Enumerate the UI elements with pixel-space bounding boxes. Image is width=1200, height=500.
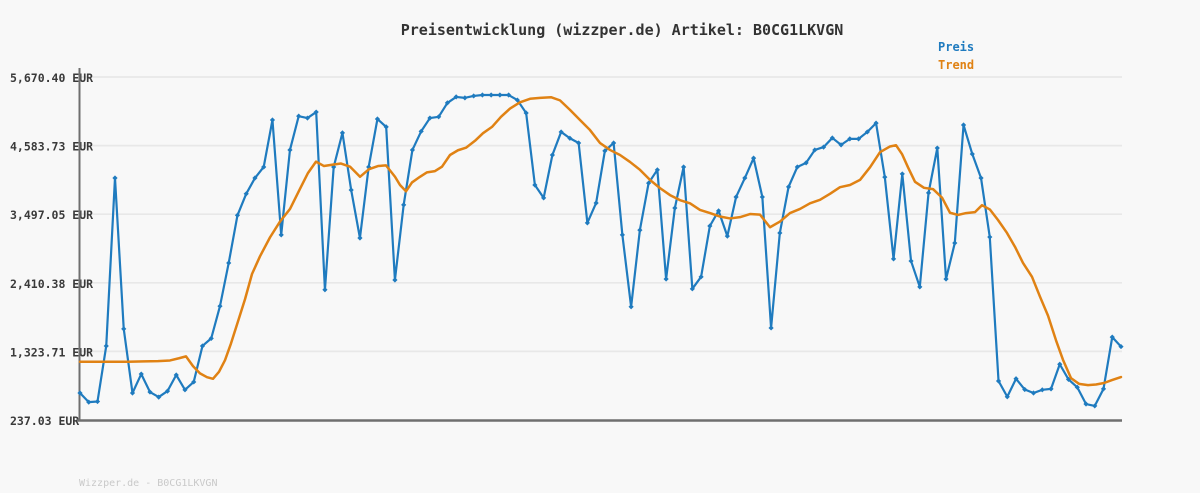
trend-line [78, 95, 1123, 387]
legend-item-trend: Trend [938, 58, 975, 72]
y-tick-label: 5,670.40 EUR [10, 71, 93, 85]
y-tick-label: 4,583.73 EUR [10, 140, 93, 154]
chart-title: Preisentwicklung (wizzper.de) Artikel: B… [400, 21, 844, 39]
legend-item-preis: Preis [938, 40, 975, 54]
axes [77, 68, 1122, 422]
y-tick-label: 3,497.05 EUR [10, 208, 93, 222]
price-markers [77, 92, 1124, 409]
y-tick-label: 2,410.38 EUR [10, 277, 93, 291]
y-axis-tick-labels: 5,670.40 EUR 4,583.73 EUR 3,497.05 EUR 2,41… [10, 71, 93, 428]
grid-lines [80, 76, 1122, 353]
y-tick-label: 237.03 EUR [10, 414, 79, 428]
price-line [78, 93, 1123, 408]
bottom-strip [0, 493, 1200, 500]
y-tick-label: 1,323.71 EUR [10, 345, 93, 359]
legend: Preis Trend [938, 38, 974, 74]
watermark-text: Wizzper.de - B0CG1LKVGN [79, 478, 218, 489]
